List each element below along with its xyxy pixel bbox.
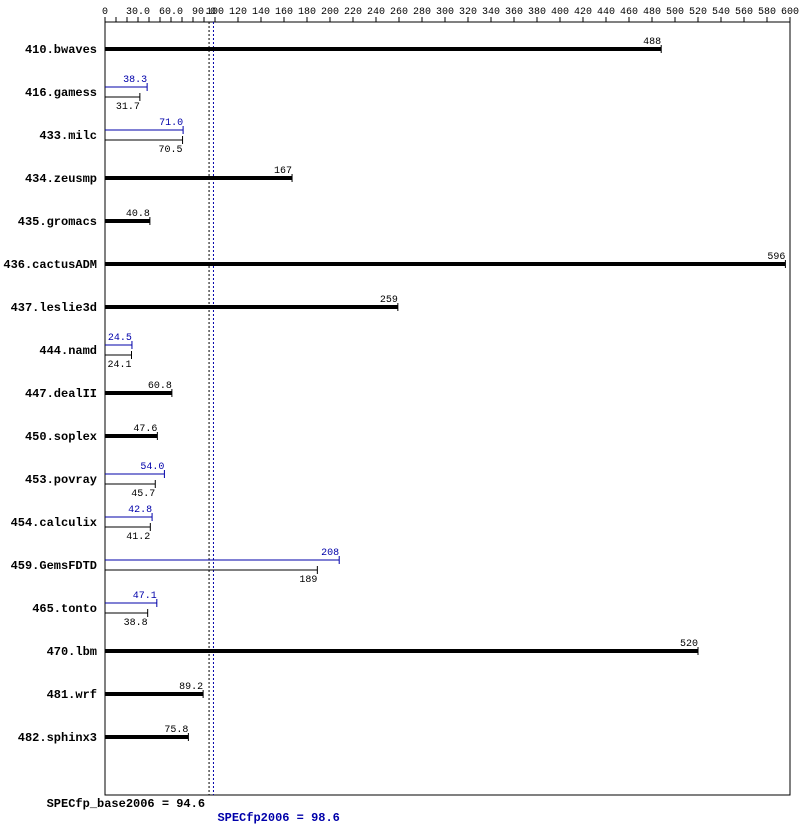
axis-label: 600 [781,7,799,18]
axis-label: 120 [229,7,247,18]
axis-label: 300 [436,7,454,18]
bar-value-label: 70.5 [159,145,183,156]
bar-value-label: 24.1 [107,360,131,371]
benchmark-label: 459.GemsFDTD [11,559,97,573]
axis-label: 400 [551,7,569,18]
benchmark-label: 434.zeusmp [25,172,97,186]
bar-value-label: 89.2 [179,682,203,693]
benchmark-label: 450.soplex [25,430,97,444]
axis-label: 580 [758,7,776,18]
axis-label: 460 [620,7,638,18]
axis-label: 220 [344,7,362,18]
bar-value-label: 488 [643,37,661,48]
benchmark-label: 447.dealII [25,387,97,401]
bar-value-label: 45.7 [131,489,155,500]
bar-value-label: 167 [274,166,292,177]
bar-value-label: 520 [680,639,698,650]
benchmark-label: 435.gromacs [18,215,97,229]
bar-value-label: 38.8 [124,618,148,629]
axis-label: 180 [298,7,316,18]
benchmark-label: 453.povray [25,473,97,487]
axis-label: 380 [528,7,546,18]
bar-value-label: 31.7 [116,102,140,113]
axis-label: 360 [505,7,523,18]
axis-label: 60.0 [159,7,183,18]
benchmark-label: 433.milc [39,129,97,143]
benchmark-label: 444.namd [39,344,97,358]
bar-value-label: 189 [299,575,317,586]
bar-value-label: 60.8 [148,381,172,392]
bar-value-label: 71.0 [159,118,183,129]
bar-value-label: 24.5 [108,333,132,344]
bar-value-label: 259 [380,295,398,306]
spec-chart-svg: 030.060.090.0100120140160180200220240260… [0,0,799,831]
axis-label: 500 [666,7,684,18]
benchmark-label: 482.sphinx3 [18,731,97,745]
axis-label: 540 [712,7,730,18]
axis-label: 480 [643,7,661,18]
axis-label: 320 [459,7,477,18]
benchmark-label: 437.leslie3d [11,301,97,315]
axis-label: 200 [321,7,339,18]
benchmark-label: 465.tonto [32,602,97,616]
axis-label: 140 [252,7,270,18]
summary-peak-label: SPECfp2006 = 98.6 [217,811,339,825]
axis-label: 100 [206,7,224,18]
benchmark-label: 481.wrf [47,688,97,702]
bar-value-label: 208 [321,548,339,559]
axis-label: 520 [689,7,707,18]
bar-value-label: 38.3 [123,75,147,86]
spec-chart-container: 030.060.090.0100120140160180200220240260… [0,0,799,831]
bar-value-label: 75.8 [164,725,188,736]
benchmark-label: 410.bwaves [25,43,97,57]
axis-label: 420 [574,7,592,18]
benchmark-label: 416.gamess [25,86,97,100]
benchmark-label: 436.cactusADM [3,258,97,272]
axis-label: 440 [597,7,615,18]
axis-label: 340 [482,7,500,18]
axis-label: 280 [413,7,431,18]
axis-label: 240 [367,7,385,18]
axis-label: 160 [275,7,293,18]
summary-base-label: SPECfp_base2006 = 94.6 [47,797,205,811]
bar-value-label: 47.6 [133,424,157,435]
axis-label: 560 [735,7,753,18]
bar-value-label: 42.8 [128,505,152,516]
bar-value-label: 54.0 [140,462,164,473]
axis-label: 260 [390,7,408,18]
axis-label: 0 [102,7,108,18]
bar-value-label: 40.8 [126,209,150,220]
bar-value-label: 41.2 [126,532,150,543]
benchmark-label: 470.lbm [47,645,97,659]
bar-value-label: 596 [767,252,785,263]
plot-border [105,22,790,795]
axis-label: 30.0 [126,7,150,18]
bar-value-label: 47.1 [133,591,157,602]
benchmark-label: 454.calculix [11,516,97,530]
